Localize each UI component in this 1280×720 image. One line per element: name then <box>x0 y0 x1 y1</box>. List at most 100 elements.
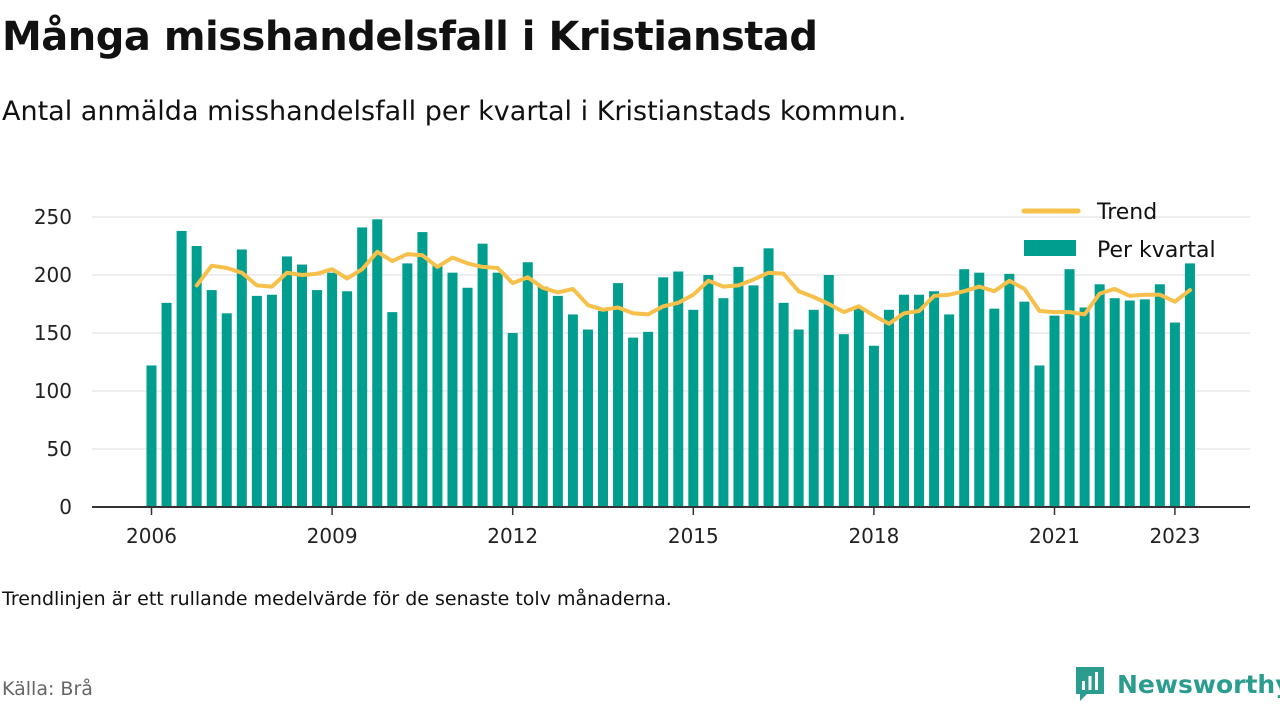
bars <box>146 219 1195 508</box>
bar <box>853 307 864 507</box>
legend-bar-label: Per kvartal <box>1097 238 1216 263</box>
bar <box>944 314 955 507</box>
gridlines <box>92 216 1250 450</box>
bar <box>251 295 262 507</box>
bar <box>477 243 488 507</box>
trend-line-layer <box>194 249 1192 326</box>
bar <box>372 219 383 507</box>
x-tick-label: 2023 <box>1149 524 1200 548</box>
bar <box>1034 365 1045 507</box>
bar <box>959 269 970 507</box>
bar <box>1079 307 1090 507</box>
bar <box>899 294 909 507</box>
bar <box>1064 269 1075 507</box>
bar <box>1094 284 1105 507</box>
bar <box>327 272 338 507</box>
source-label: Källa: Brå <box>2 678 93 700</box>
x-tick-label: 2018 <box>848 524 899 548</box>
bar <box>703 275 714 507</box>
bar <box>417 232 428 507</box>
bar <box>312 290 323 507</box>
bar <box>823 275 834 507</box>
y-tick-label: 50 <box>47 437 72 461</box>
legend-trend-label: Trend <box>1096 200 1157 225</box>
bar <box>297 264 307 507</box>
chart-subtitle: Antal anmälda misshandelsfall per kvarta… <box>2 96 907 127</box>
bar <box>643 331 654 507</box>
bar <box>1139 299 1150 507</box>
x-tick-label: 2012 <box>487 524 538 548</box>
bar <box>1169 322 1180 507</box>
bar <box>929 291 940 507</box>
bar <box>206 290 217 507</box>
bar <box>507 333 518 507</box>
bar <box>613 283 624 507</box>
bar <box>989 308 1000 507</box>
y-tick-label: 250 <box>34 205 72 229</box>
bar <box>748 285 759 507</box>
newsworthy-logo-icon <box>1076 667 1104 701</box>
legend-bar-swatch <box>1024 240 1076 256</box>
bar <box>628 337 639 507</box>
bar <box>1019 301 1030 507</box>
bar <box>1049 315 1060 507</box>
y-tick-label: 0 <box>59 495 72 519</box>
bar <box>567 314 578 507</box>
brand-logo[interactable]: Newsworthy <box>1073 664 1280 704</box>
bar <box>808 309 819 507</box>
y-tick-label: 200 <box>34 263 72 287</box>
bar <box>146 365 157 507</box>
axes: 0 50 100 150 200 250 2006 2009 2012 2015 2018 2021 2… <box>34 205 1250 548</box>
bar <box>868 345 879 507</box>
bar <box>387 312 398 507</box>
bar <box>432 265 443 507</box>
x-tick-label: 2009 <box>307 524 358 548</box>
bar-line-chart: 0 50 100 150 200 250 2006 2009 2012 2015 2018 2021 2… <box>34 200 1250 548</box>
bar <box>718 298 729 507</box>
bar <box>447 272 458 507</box>
bar <box>778 302 789 507</box>
y-tick-label: 150 <box>34 321 72 345</box>
bar <box>733 266 744 507</box>
bar <box>598 310 608 507</box>
y-tick-label: 100 <box>34 379 72 403</box>
bar <box>537 286 548 507</box>
bar <box>221 313 232 507</box>
footnote: Trendlinjen är ett rullande medelvärde f… <box>2 588 672 610</box>
bar <box>522 262 533 507</box>
trend-line <box>194 249 1192 326</box>
x-tick-label: 2021 <box>1029 524 1080 548</box>
bar <box>357 227 368 507</box>
bar <box>492 272 503 507</box>
bar <box>688 309 699 507</box>
bar <box>1154 284 1165 507</box>
bar <box>914 294 925 507</box>
bar <box>342 291 353 507</box>
bar <box>1124 300 1135 507</box>
bar <box>552 295 563 507</box>
bar <box>673 271 684 507</box>
bar <box>1109 298 1120 507</box>
bar <box>191 246 202 507</box>
bar <box>763 248 774 507</box>
bar <box>582 329 593 507</box>
bar <box>266 294 277 507</box>
bar <box>1004 273 1015 507</box>
bar <box>281 256 292 507</box>
bar <box>161 302 172 507</box>
chart-title: Många misshandelsfall i Kristianstad <box>2 14 818 60</box>
bar <box>883 309 894 507</box>
x-tick-label: 2015 <box>668 524 719 548</box>
x-tick-label: 2006 <box>126 524 177 548</box>
bar <box>402 263 413 507</box>
legend: Trend Per kvartal <box>1021 200 1216 263</box>
bar <box>236 249 247 507</box>
bar <box>838 334 849 507</box>
bar <box>176 230 187 508</box>
bar <box>1184 263 1195 507</box>
brand-name: Newsworthy <box>1117 669 1280 699</box>
bar <box>974 272 985 507</box>
bar <box>793 329 804 507</box>
bar <box>462 287 473 507</box>
bar <box>658 277 669 507</box>
